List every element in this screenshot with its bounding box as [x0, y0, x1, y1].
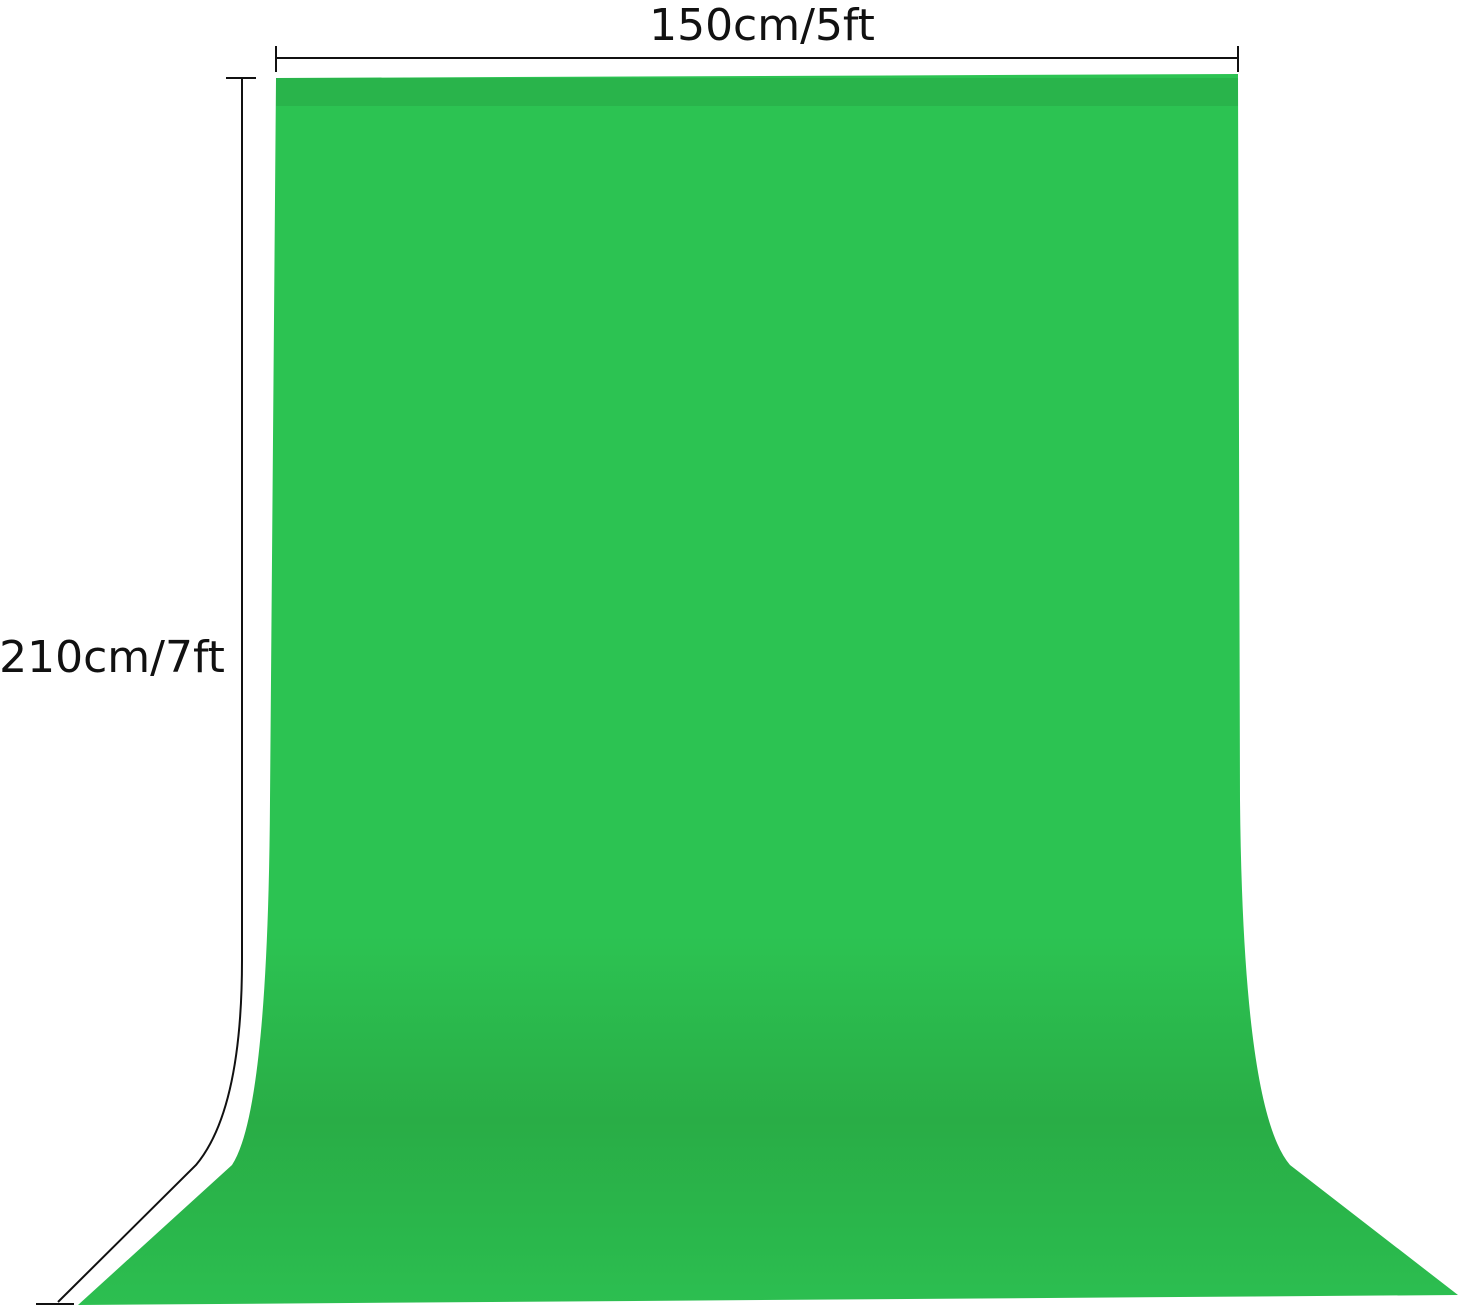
width-label: 150cm/5ft	[649, 0, 875, 51]
dimension-lines	[36, 46, 1239, 1305]
backdrop-rod-band	[276, 78, 1238, 106]
green-backdrop	[78, 74, 1458, 1305]
height-label: 210cm/7ft	[0, 632, 225, 683]
